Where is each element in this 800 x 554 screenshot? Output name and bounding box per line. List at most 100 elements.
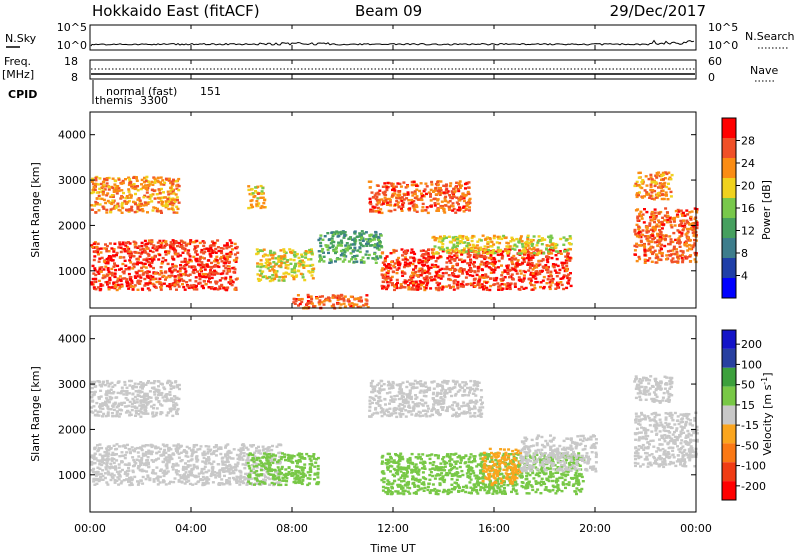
data-cell bbox=[676, 229, 680, 232]
data-cell bbox=[241, 443, 245, 446]
data-cell bbox=[359, 305, 363, 308]
data-cell bbox=[442, 209, 446, 212]
data-cell bbox=[107, 250, 111, 253]
data-cell bbox=[180, 476, 183, 479]
data-cell bbox=[456, 244, 459, 248]
data-cell bbox=[343, 305, 347, 308]
data-cell bbox=[432, 265, 436, 268]
data-cell bbox=[373, 238, 376, 241]
data-cell bbox=[480, 283, 484, 286]
data-cell bbox=[331, 244, 335, 247]
data-cell bbox=[147, 241, 151, 245]
data-cell bbox=[292, 253, 296, 257]
data-cell bbox=[125, 284, 129, 288]
data-cell bbox=[375, 257, 379, 260]
data-cell bbox=[637, 255, 641, 259]
data-cell bbox=[130, 478, 134, 481]
data-cell bbox=[310, 274, 314, 277]
data-cell bbox=[655, 171, 659, 175]
data-cell bbox=[148, 288, 152, 292]
data-cell bbox=[434, 260, 438, 263]
data-cell bbox=[262, 206, 266, 209]
cpid-program-2-id: 3300 bbox=[140, 94, 168, 107]
data-cell bbox=[510, 257, 514, 260]
data-cell bbox=[379, 234, 383, 237]
data-cell bbox=[264, 451, 268, 454]
data-cell bbox=[169, 197, 173, 201]
data-cell bbox=[182, 450, 186, 453]
data-cell bbox=[451, 246, 455, 250]
data-cell bbox=[125, 393, 129, 396]
data-cell bbox=[97, 194, 101, 198]
data-cell bbox=[154, 472, 158, 475]
data-cell bbox=[435, 288, 439, 291]
data-cell bbox=[650, 210, 654, 214]
data-cell bbox=[283, 261, 287, 264]
data-cell bbox=[434, 186, 438, 190]
data-cell bbox=[100, 197, 104, 201]
data-cell bbox=[350, 302, 354, 305]
data-cell bbox=[417, 269, 421, 273]
data-cell bbox=[440, 206, 444, 209]
data-cell bbox=[466, 203, 470, 206]
data-cell bbox=[562, 261, 566, 265]
data-cell bbox=[453, 254, 457, 257]
data-cell bbox=[239, 451, 243, 454]
data-cell bbox=[692, 244, 696, 247]
data-cell bbox=[205, 480, 209, 483]
data-cell bbox=[167, 482, 171, 485]
data-cell bbox=[90, 244, 94, 247]
data-cell bbox=[644, 175, 648, 178]
data-cell bbox=[99, 247, 103, 250]
data-cell bbox=[141, 482, 145, 485]
data-cell bbox=[172, 386, 176, 389]
data-cell bbox=[206, 448, 210, 451]
data-cell bbox=[96, 242, 100, 245]
data-cell bbox=[107, 185, 111, 189]
data-cell bbox=[539, 281, 543, 284]
data-cell bbox=[495, 241, 499, 244]
data-cell bbox=[663, 214, 667, 217]
data-cell bbox=[98, 257, 102, 260]
data-cell bbox=[235, 478, 239, 481]
data-cell bbox=[531, 272, 535, 275]
data-cell bbox=[140, 457, 144, 460]
data-cell bbox=[161, 179, 165, 182]
data-cell bbox=[189, 260, 193, 263]
data-cell bbox=[158, 282, 162, 285]
data-cell bbox=[210, 286, 214, 289]
data-cell bbox=[418, 189, 422, 193]
data-cell bbox=[169, 247, 173, 250]
data-cell bbox=[412, 284, 415, 287]
data-cell bbox=[127, 176, 131, 179]
data-cell bbox=[438, 274, 442, 278]
data-cell bbox=[270, 458, 273, 462]
data-cell bbox=[635, 242, 639, 245]
data-cell bbox=[192, 284, 196, 287]
data-cell bbox=[386, 203, 389, 206]
data-cell bbox=[103, 276, 107, 279]
data-cell bbox=[660, 174, 664, 178]
data-cell bbox=[568, 243, 572, 246]
data-cell bbox=[132, 285, 136, 288]
data-cell bbox=[103, 188, 107, 191]
data-cell bbox=[143, 392, 147, 395]
data-cell bbox=[550, 275, 553, 278]
data-cell bbox=[271, 254, 275, 257]
data-cell bbox=[415, 184, 418, 187]
data-cell bbox=[137, 251, 141, 255]
data-cell bbox=[436, 189, 440, 193]
data-cell bbox=[154, 206, 157, 210]
data-cell bbox=[411, 276, 415, 279]
data-cell bbox=[374, 234, 378, 237]
data-cell bbox=[94, 474, 98, 477]
data-cell bbox=[284, 263, 288, 267]
data-cell bbox=[438, 235, 442, 238]
data-cell bbox=[141, 444, 145, 448]
data-cell bbox=[291, 249, 295, 252]
data-cell bbox=[334, 247, 338, 251]
data-cell bbox=[180, 266, 184, 270]
data-cell bbox=[161, 460, 165, 463]
data-cell bbox=[641, 233, 645, 237]
data-cell bbox=[172, 180, 176, 183]
